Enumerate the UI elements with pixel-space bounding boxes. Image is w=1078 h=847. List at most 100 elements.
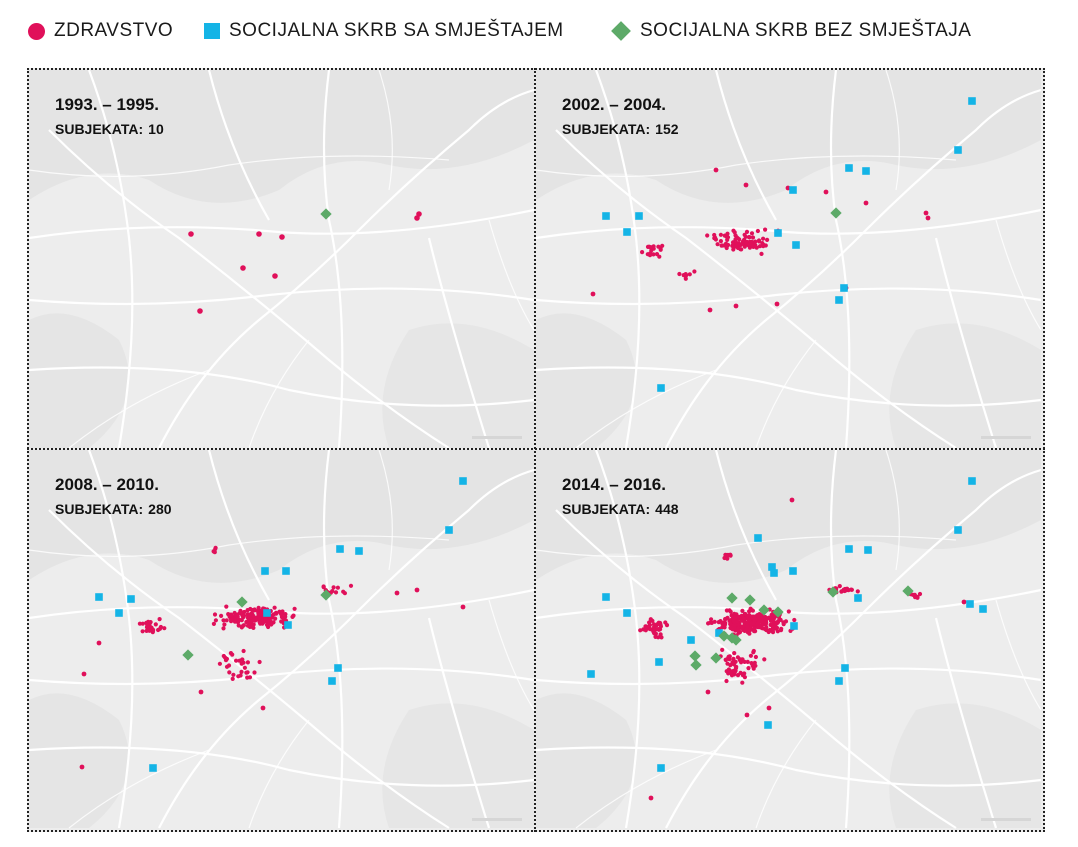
minor-road: [248, 719, 310, 829]
care-with-accommodation-marker: [754, 534, 762, 542]
road: [427, 237, 491, 448]
count-label: SUBJEKATA:: [55, 501, 144, 517]
health-marker: [257, 616, 262, 621]
health-marker: [728, 663, 733, 668]
health-marker: [763, 620, 768, 625]
road: [829, 70, 851, 448]
health-marker: [188, 231, 194, 237]
health-marker: [250, 608, 255, 613]
minor-road: [575, 749, 717, 829]
health-marker: [765, 237, 770, 242]
health-marker: [747, 235, 752, 240]
health-marker: [653, 634, 658, 639]
health-marker: [240, 265, 246, 271]
panel-period: 2002. – 2004.: [562, 95, 666, 114]
count-label: SUBJEKATA:: [562, 121, 651, 137]
health-marker: [823, 189, 829, 195]
health-marker: [148, 620, 153, 625]
health-marker: [258, 612, 263, 617]
minor-road: [29, 535, 450, 557]
care-with-accommodation-marker: [602, 593, 610, 601]
care-with-accommodation-marker: [445, 526, 453, 534]
health-marker: [279, 612, 284, 617]
health-marker: [739, 247, 744, 252]
health-marker: [761, 236, 766, 241]
road: [536, 208, 1042, 240]
health-marker: [238, 673, 243, 678]
health-marker: [81, 671, 87, 677]
health-marker: [855, 589, 860, 594]
health-marker: [724, 608, 729, 613]
health-marker: [961, 599, 967, 605]
health-marker: [728, 670, 733, 675]
health-marker: [659, 635, 664, 640]
health-marker: [766, 629, 772, 634]
health-marker: [775, 629, 780, 634]
health-marker: [732, 651, 737, 656]
health-marker: [335, 585, 340, 590]
health-marker: [652, 631, 657, 636]
care-with-accommodation-marker: [587, 670, 595, 678]
health-marker: [692, 269, 697, 274]
health-marker: [153, 622, 158, 627]
health-marker: [742, 611, 747, 617]
health-marker: [245, 660, 250, 665]
count-value: 280: [148, 501, 172, 517]
scale-bar: [472, 436, 522, 439]
health-marker: [731, 619, 737, 624]
care-with-accommodation-marker: [790, 622, 798, 630]
health-marker: [749, 243, 754, 248]
map-legend: ZDRAVSTVO SOCIJALNA SKRB SA SMJEŠTAJEM S…: [0, 0, 1078, 60]
care-without-accommodation-marker: [689, 650, 701, 662]
care-with-accommodation-marker: [835, 296, 843, 304]
map-panel-2008-2010: 2008. – 2010. SUBJEKATA: 280: [29, 450, 534, 830]
health-marker: [213, 618, 218, 623]
health-marker: [713, 167, 719, 173]
health-marker: [239, 610, 244, 615]
health-marker: [257, 659, 262, 665]
health-marker: [756, 238, 762, 243]
health-marker: [781, 622, 786, 627]
road: [29, 208, 534, 240]
health-marker: [247, 613, 252, 618]
relief-area: [29, 450, 534, 583]
health-marker: [416, 211, 422, 217]
health-marker: [292, 606, 297, 611]
health-marker: [283, 614, 288, 619]
panel-count: SUBJEKATA: 10: [55, 121, 164, 137]
health-marker: [247, 675, 253, 680]
panel-period: 1993. – 1995.: [55, 95, 159, 114]
health-marker: [720, 625, 725, 630]
care-with-accommodation-marker: [127, 595, 135, 603]
health-marker: [709, 617, 714, 622]
health-marker: [217, 661, 222, 666]
health-marker: [157, 626, 163, 631]
care-without-accommodation-marker: [730, 634, 742, 646]
care-with-accommodation-marker: [968, 97, 976, 105]
care-with-accommodation-marker: [715, 629, 723, 637]
minor-road: [248, 339, 310, 448]
care-with-accommodation-marker: [770, 569, 778, 577]
health-marker: [725, 556, 730, 561]
relief-area: [382, 323, 534, 448]
health-marker: [261, 617, 266, 622]
health-marker: [762, 626, 767, 632]
health-marker: [251, 625, 256, 630]
care-with-accommodation-marker: [655, 658, 663, 666]
road: [158, 468, 534, 829]
map-canvas: [536, 450, 1043, 830]
map-panel-2014-2016: 2014. – 2016. SUBJEKATA: 448: [536, 450, 1043, 830]
minor-road: [29, 155, 450, 177]
health-marker: [233, 613, 238, 618]
care-with-accommodation-marker: [115, 609, 123, 617]
health-marker: [242, 665, 247, 670]
minor-road: [378, 450, 393, 571]
health-marker: [745, 623, 750, 628]
health-marker: [683, 272, 688, 277]
road: [427, 617, 491, 829]
health-marker: [757, 244, 763, 249]
health-marker: [786, 609, 791, 614]
health-marker: [740, 624, 745, 629]
health-marker: [241, 613, 247, 618]
health-marker: [708, 620, 713, 625]
